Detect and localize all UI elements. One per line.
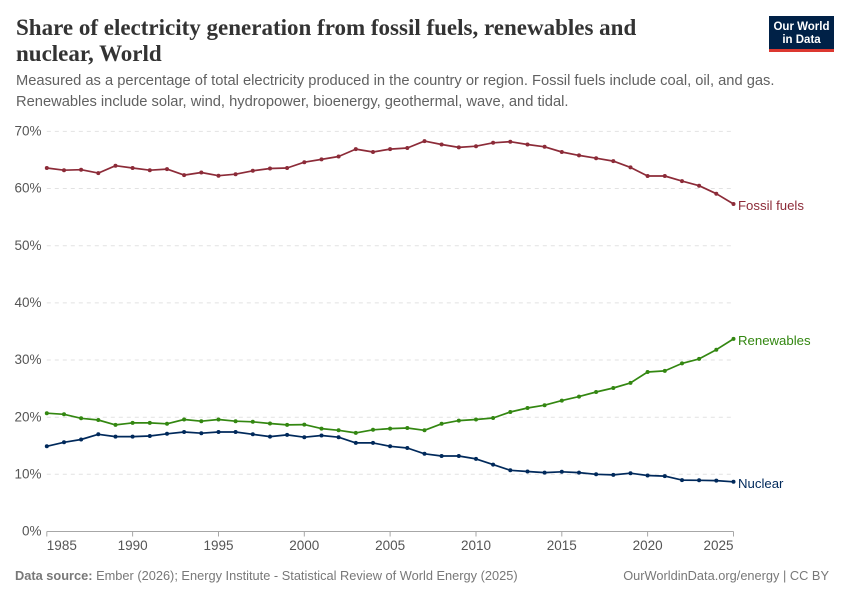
svg-text:2025: 2025 <box>703 538 733 553</box>
svg-text:50%: 50% <box>14 238 41 253</box>
svg-text:2020: 2020 <box>633 538 663 553</box>
svg-text:2000: 2000 <box>289 538 319 553</box>
svg-text:2005: 2005 <box>375 538 405 553</box>
svg-text:Nuclear: Nuclear <box>738 476 784 491</box>
svg-text:20%: 20% <box>14 409 41 424</box>
svg-text:Fossil fuels: Fossil fuels <box>738 198 804 213</box>
svg-text:60%: 60% <box>14 181 41 196</box>
svg-text:0%: 0% <box>22 524 42 539</box>
svg-text:70%: 70% <box>14 124 41 139</box>
svg-text:40%: 40% <box>14 295 41 310</box>
svg-text:Renewables: Renewables <box>738 333 811 348</box>
svg-text:1985: 1985 <box>47 538 77 553</box>
svg-text:1990: 1990 <box>118 538 148 553</box>
svg-text:10%: 10% <box>14 467 41 482</box>
svg-text:2010: 2010 <box>461 538 491 553</box>
svg-text:30%: 30% <box>14 352 41 367</box>
svg-text:1995: 1995 <box>203 538 233 553</box>
svg-text:2015: 2015 <box>547 538 577 553</box>
